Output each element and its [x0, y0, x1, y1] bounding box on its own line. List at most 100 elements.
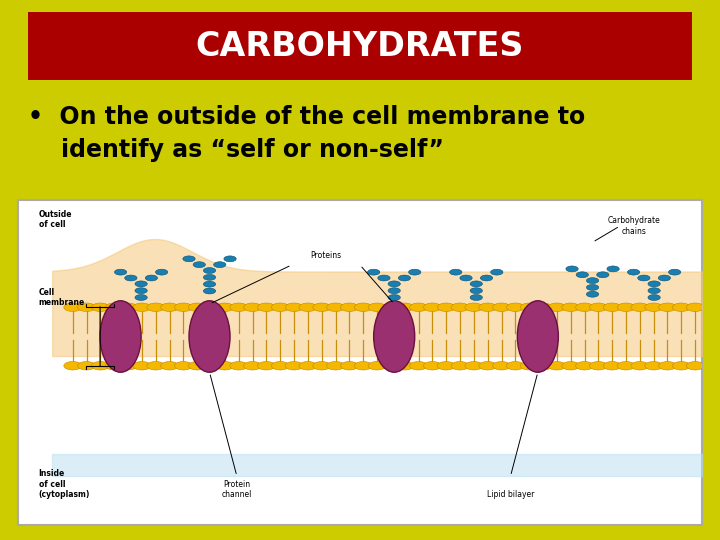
Circle shape — [576, 272, 588, 278]
Circle shape — [341, 361, 359, 370]
Circle shape — [114, 269, 127, 275]
Circle shape — [78, 361, 96, 370]
Circle shape — [174, 303, 192, 312]
Circle shape — [203, 268, 216, 273]
Circle shape — [534, 361, 552, 370]
Circle shape — [479, 361, 497, 370]
Circle shape — [648, 288, 660, 294]
Circle shape — [105, 303, 123, 312]
Circle shape — [470, 295, 482, 300]
Circle shape — [214, 262, 226, 268]
Circle shape — [368, 303, 386, 312]
Bar — [18, 200, 702, 525]
Circle shape — [230, 303, 248, 312]
Text: Outside
of cell: Outside of cell — [39, 210, 72, 229]
Circle shape — [659, 361, 676, 370]
Circle shape — [119, 361, 137, 370]
Text: Protein
channel: Protein channel — [222, 480, 252, 499]
Circle shape — [64, 361, 81, 370]
Circle shape — [492, 303, 510, 312]
Circle shape — [354, 303, 372, 312]
Circle shape — [396, 303, 413, 312]
Circle shape — [470, 288, 482, 294]
Circle shape — [603, 361, 621, 370]
Circle shape — [388, 281, 400, 287]
Circle shape — [575, 361, 593, 370]
Circle shape — [668, 269, 681, 275]
Ellipse shape — [518, 301, 559, 372]
Circle shape — [506, 361, 524, 370]
Circle shape — [368, 361, 386, 370]
Circle shape — [203, 274, 216, 280]
Text: •  On the outside of the cell membrane to: • On the outside of the cell membrane to — [28, 105, 585, 129]
Circle shape — [562, 303, 580, 312]
Circle shape — [506, 303, 524, 312]
Circle shape — [327, 303, 344, 312]
Circle shape — [586, 285, 599, 291]
Text: Proteins: Proteins — [310, 252, 341, 260]
Circle shape — [203, 281, 216, 287]
Text: identify as “self or non-self”: identify as “self or non-self” — [28, 138, 444, 162]
Circle shape — [645, 361, 662, 370]
Circle shape — [437, 303, 455, 312]
Circle shape — [648, 281, 660, 287]
Circle shape — [224, 256, 236, 262]
Bar — [28, 12, 692, 80]
Circle shape — [638, 275, 650, 281]
Circle shape — [408, 269, 421, 275]
Circle shape — [258, 361, 275, 370]
Circle shape — [312, 303, 330, 312]
Circle shape — [631, 303, 649, 312]
Circle shape — [91, 361, 109, 370]
Circle shape — [590, 361, 607, 370]
Circle shape — [490, 269, 503, 275]
Circle shape — [449, 269, 462, 275]
Circle shape — [327, 361, 344, 370]
Circle shape — [382, 303, 400, 312]
Circle shape — [451, 303, 469, 312]
Circle shape — [299, 303, 317, 312]
Circle shape — [156, 269, 168, 275]
Circle shape — [672, 361, 690, 370]
Circle shape — [590, 303, 607, 312]
Circle shape — [396, 361, 413, 370]
Text: CARBOHYDRATES: CARBOHYDRATES — [196, 30, 524, 63]
Circle shape — [230, 361, 248, 370]
Circle shape — [388, 288, 400, 294]
Circle shape — [202, 303, 220, 312]
Circle shape — [492, 361, 510, 370]
Text: Carbohydrate
chains: Carbohydrate chains — [607, 216, 660, 235]
Circle shape — [423, 303, 441, 312]
Circle shape — [465, 361, 482, 370]
Circle shape — [78, 303, 96, 312]
Circle shape — [597, 272, 609, 278]
Circle shape — [521, 303, 538, 312]
Circle shape — [607, 266, 619, 272]
Circle shape — [566, 266, 578, 272]
Circle shape — [437, 361, 455, 370]
Circle shape — [271, 361, 289, 370]
Text: Lipid bilayer: Lipid bilayer — [487, 490, 534, 499]
Circle shape — [354, 361, 372, 370]
Circle shape — [398, 275, 410, 281]
Circle shape — [659, 303, 676, 312]
Circle shape — [603, 303, 621, 312]
Circle shape — [470, 281, 482, 287]
Circle shape — [133, 303, 150, 312]
Circle shape — [465, 303, 482, 312]
Circle shape — [64, 303, 81, 312]
Circle shape — [202, 361, 220, 370]
Circle shape — [135, 281, 148, 287]
Circle shape — [686, 361, 704, 370]
Circle shape — [271, 303, 289, 312]
Circle shape — [147, 303, 165, 312]
Circle shape — [147, 361, 165, 370]
Circle shape — [562, 361, 580, 370]
Circle shape — [174, 361, 192, 370]
Circle shape — [548, 303, 566, 312]
Circle shape — [686, 303, 704, 312]
Circle shape — [382, 361, 400, 370]
Circle shape — [367, 269, 380, 275]
Circle shape — [216, 303, 234, 312]
Circle shape — [627, 269, 640, 275]
